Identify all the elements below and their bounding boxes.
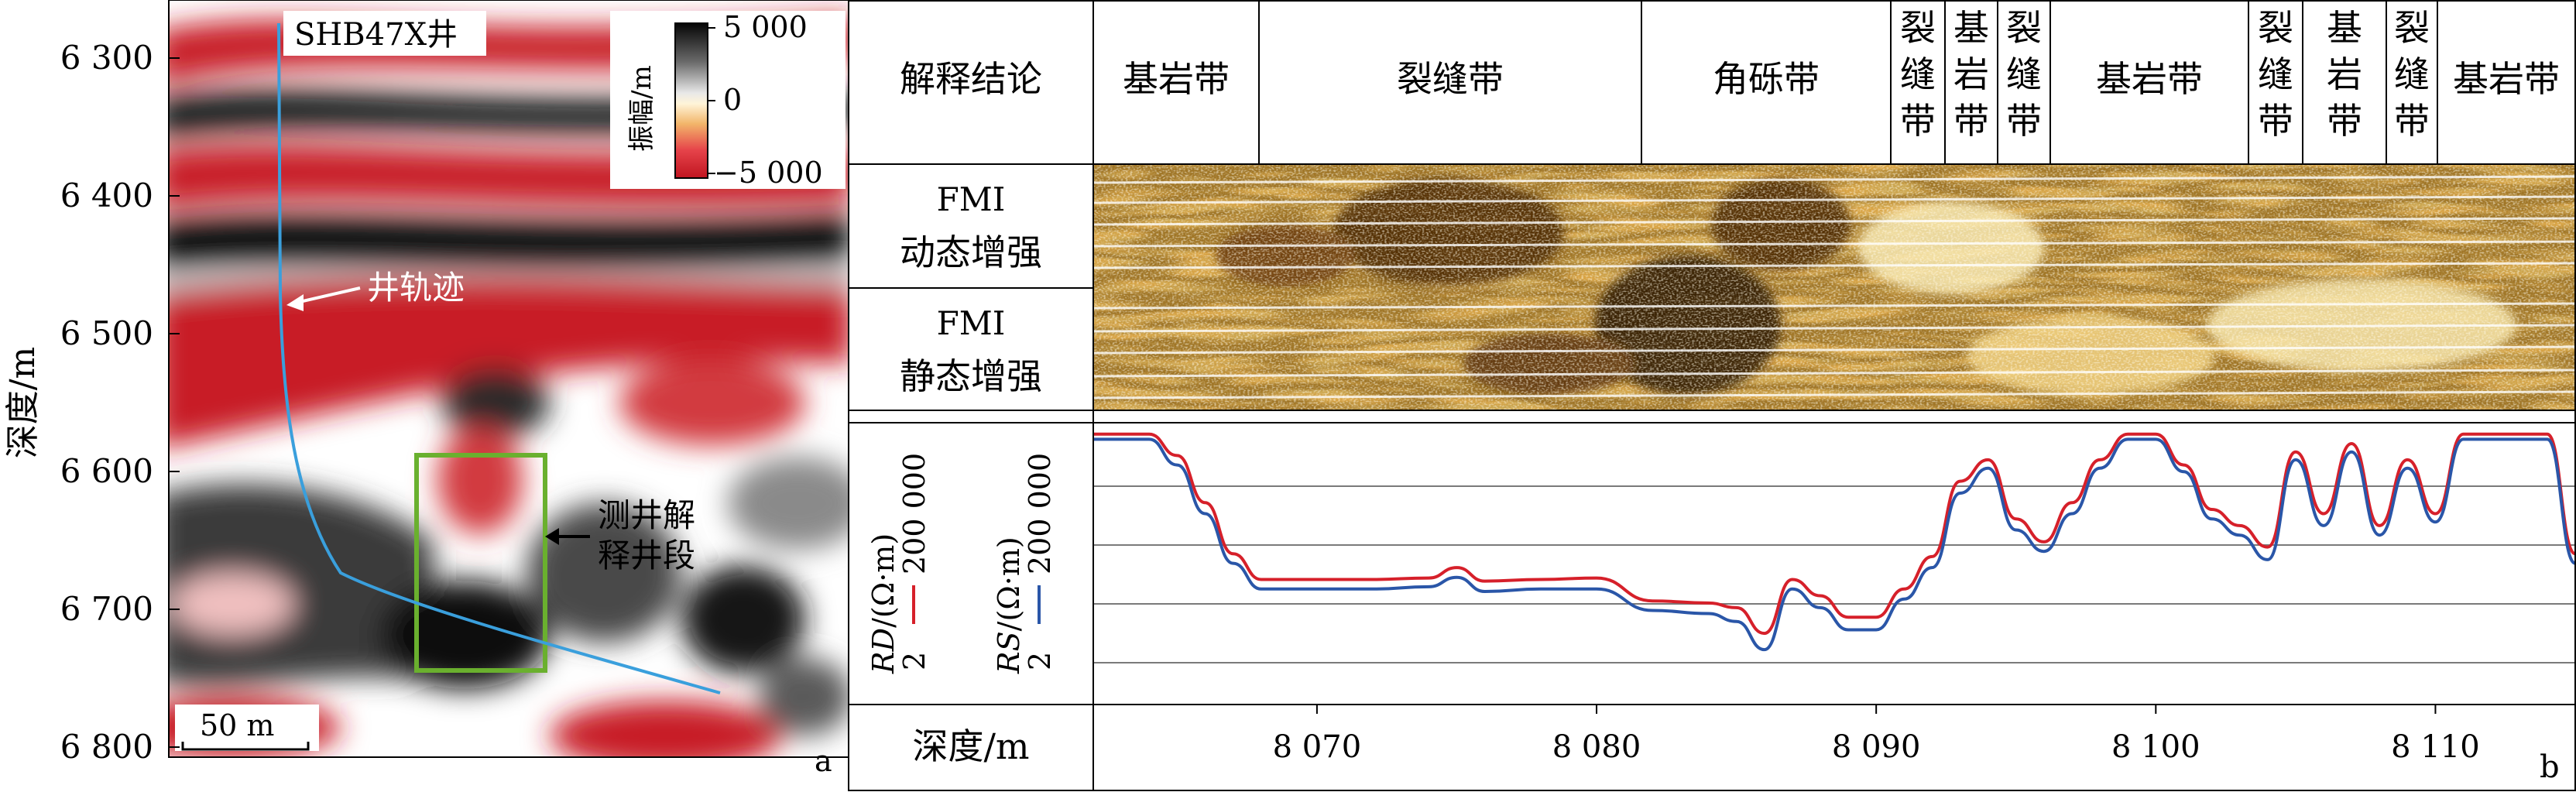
zone-label-vertical: 基岩带	[1953, 7, 1989, 142]
well-name-box	[283, 11, 486, 56]
zone-label: 基岩带	[1123, 58, 1230, 100]
depth-axis: 8 070 8 080 8 090 8 100 8 110	[1273, 705, 2480, 765]
depth-tick-label: 8 110	[2391, 729, 2480, 765]
curve-rd-min: 2	[897, 652, 931, 670]
well-track-arrowhead	[286, 294, 304, 311]
row-label-interpretation: 解释结论	[900, 58, 1042, 100]
zone-label: 基岩带	[2096, 58, 2203, 100]
log-track-grid	[1093, 485, 2575, 663]
interpretation-interval-box	[414, 453, 547, 673]
depth-tick-label: 8 070	[1273, 729, 1362, 765]
fmi-images	[1093, 164, 2575, 410]
row-label-fmi-dynamic-1: FMI	[937, 180, 1006, 218]
y-tick: 6 700	[60, 590, 153, 628]
colorbar-tick-zero: 0	[723, 83, 742, 117]
curve-rs-min: 2	[1023, 652, 1057, 670]
colorbar-label: 振幅/m	[626, 65, 657, 152]
row-label-depth: 深度/m	[912, 725, 1029, 767]
y-tick: 6 300	[60, 39, 153, 77]
zone-dividers	[1258, 1, 2438, 164]
panel-b: 解释结论 FMI 动态增强 FMI 静态增强 深度/m RD/(Ω·m) 2 2…	[848, 0, 2576, 791]
y-tick: 6 800	[60, 728, 153, 766]
y-tick: 6 500	[60, 314, 153, 352]
y-axis: 6 300 6 400 6 500 6 600 6 700 6 800 深度/m	[3, 39, 180, 766]
zone-label-vertical: 裂缝带	[2006, 7, 2042, 142]
curve-rd-max: 200 000	[897, 453, 931, 574]
interval-arrowhead	[545, 528, 559, 545]
panel-letter-a: a	[815, 744, 832, 778]
curve-header-rd: RD/(Ω·m) 2 200 000	[866, 453, 931, 674]
colorbar	[674, 22, 708, 179]
panel-letter-b: b	[2540, 749, 2560, 785]
curve-rd-name: RD/(Ω·m)	[866, 533, 900, 674]
y-tick: 6 400	[60, 177, 153, 214]
well-track-line	[277, 22, 721, 694]
curve-rs-max: 200 000	[1023, 453, 1057, 574]
colorbar-tick-min: −5 000	[714, 156, 823, 190]
row-label-fmi-static-2: 静态增强	[900, 355, 1042, 397]
curve-rs	[1093, 437, 2575, 652]
zone-label-vertical: 裂缝带	[2258, 7, 2293, 142]
y-axis-label: 深度/m	[3, 347, 43, 459]
zone-label-vertical: 基岩带	[2327, 7, 2362, 142]
depth-tick-label: 8 090	[1832, 729, 1921, 765]
panel-a: SHB47X井 井轨迹 测井解 释井段 振幅/m 5 000 0 −5 000 …	[3, 0, 849, 778]
depth-tick-label: 8 100	[2111, 729, 2200, 765]
well-track-arrow	[292, 286, 361, 305]
fmi-pad-gaps	[1093, 175, 2575, 399]
scale-bar-box	[175, 705, 319, 751]
zone-label: 角砾带	[1713, 58, 1820, 100]
depth-tick-label: 8 080	[1552, 729, 1641, 765]
zone-label-vertical: 裂缝带	[1900, 7, 1936, 142]
scale-bar	[181, 742, 310, 751]
curve-rd	[1093, 432, 2575, 636]
scale-bar-label: 50 m	[200, 708, 274, 742]
zone-label: 裂缝带	[1397, 58, 1504, 100]
row-label-fmi-dynamic-2: 动态增强	[900, 231, 1042, 273]
interval-label-line1: 测井解	[598, 496, 695, 534]
colorbar-box	[610, 11, 846, 189]
colorbar-tick-max: 5 000	[723, 10, 808, 44]
zone-label-vertical: 裂缝带	[2394, 7, 2430, 142]
curve-header-rs: RS/(Ω·m) 2 200 000	[992, 453, 1057, 674]
row-label-fmi-static-1: FMI	[937, 304, 1006, 342]
interval-label-line2: 释井段	[598, 537, 695, 574]
curve-rs-name: RS/(Ω·m)	[992, 537, 1026, 674]
well-track-label: 井轨迹	[367, 269, 465, 307]
panel-b-frame	[848, 0, 2576, 791]
zone-label: 基岩带	[2453, 58, 2560, 100]
resistivity-curves	[1093, 432, 2575, 652]
well-name-label: SHB47X井	[294, 17, 458, 53]
y-tick: 6 600	[60, 452, 153, 490]
